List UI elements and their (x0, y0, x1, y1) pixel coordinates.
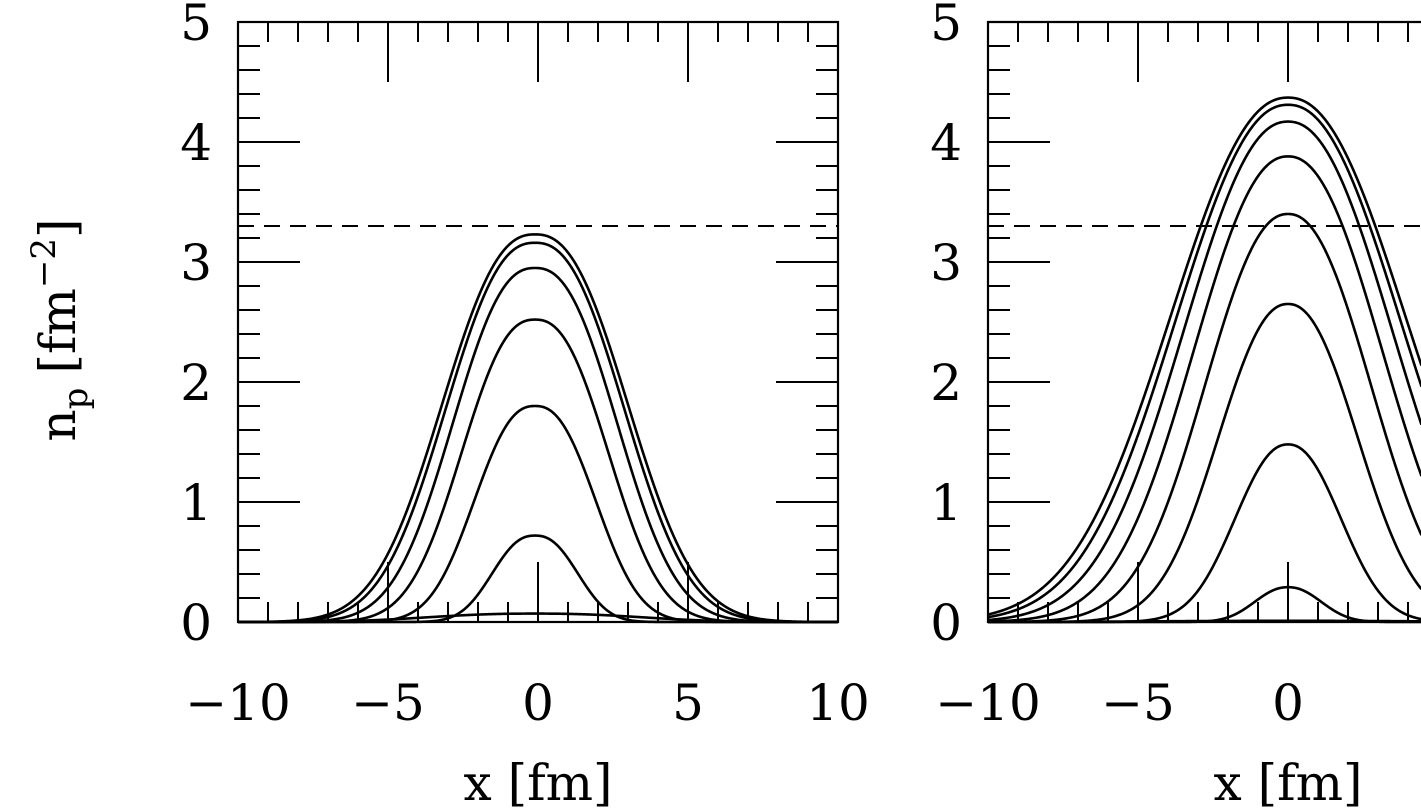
series-line (987, 120, 1421, 622)
series-line (987, 103, 1421, 619)
plot-frame (986, 20, 1421, 624)
y-axis-label-unit: [fm (29, 288, 87, 373)
y-tick-label: 1 (930, 474, 962, 532)
y-tick-label: 2 (930, 354, 962, 412)
y-tick-label: 5 (180, 0, 212, 52)
x-axis-label: x [fm] (463, 754, 612, 811)
y-tick-label: 3 (930, 234, 962, 292)
x-tick-label: 0 (522, 674, 554, 732)
y-tick-label: 1 (180, 474, 212, 532)
x-tick-label: 0 (1272, 674, 1304, 732)
right-plot-panel: 0 1 2 3 4 5 −10 −5 0 x [fm] (930, 0, 1421, 811)
y-tick-label: 0 (930, 594, 962, 652)
curve-group (987, 96, 1421, 624)
y-tick-label: 4 (930, 114, 962, 172)
x-tick-label: −10 (185, 674, 291, 732)
series-line (237, 318, 839, 624)
plot-frame (236, 20, 840, 624)
x-tick-label: −5 (1101, 674, 1175, 732)
y-axis-label-subscript: p (56, 388, 96, 410)
y-tick-labels: 0 1 2 3 4 5 (930, 0, 962, 652)
curve-group (237, 233, 839, 624)
series-line (987, 155, 1421, 623)
y-axis-label-exponent: −2 (24, 238, 64, 288)
series-line (987, 585, 1421, 624)
series-line (987, 96, 1421, 616)
y-axis-label: np [fm−2] (24, 218, 96, 441)
x-tick-labels: −10 −5 0 (935, 674, 1304, 732)
axis-ticks (987, 21, 1409, 623)
series-line (987, 212, 1421, 624)
y-tick-label: 0 (180, 594, 212, 652)
x-tick-labels: −10 −5 0 5 10 (185, 674, 870, 732)
x-tick-label: 10 (806, 674, 870, 732)
series-line (237, 266, 839, 624)
y-tick-label: 5 (930, 0, 962, 52)
x-tick-label: −10 (935, 674, 1041, 732)
y-tick-labels: 0 1 2 3 4 5 (180, 0, 212, 652)
x-tick-label: 5 (672, 674, 704, 732)
y-tick-label: 2 (180, 354, 212, 412)
series-line (237, 233, 839, 624)
series-line (987, 302, 1421, 624)
x-axis-label: x [fm] (1213, 754, 1362, 811)
y-axis-label-symbol: n (29, 409, 87, 441)
left-plot-panel: 0 1 2 3 4 5 −10 −5 0 5 10 x [fm] (180, 0, 870, 811)
y-tick-label: 4 (180, 114, 212, 172)
series-line (237, 241, 839, 624)
y-tick-label: 3 (180, 234, 212, 292)
series-line (987, 443, 1421, 624)
axis-ticks (237, 21, 839, 623)
x-tick-label: −5 (351, 674, 425, 732)
y-axis-label-bracket: ] (29, 218, 87, 238)
